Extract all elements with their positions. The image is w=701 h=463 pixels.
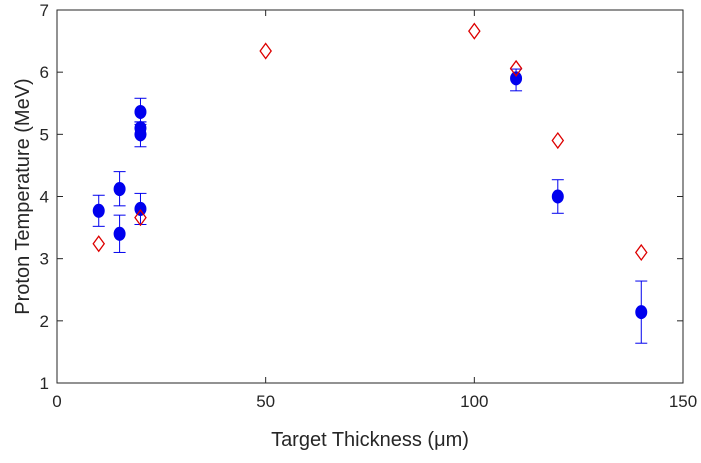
data-point-diamond [551,131,565,150]
x-tick-label: 100 [460,392,488,411]
y-tick-label: 2 [40,312,49,331]
x-tick-label: 150 [669,392,697,411]
data-markers [92,22,648,320]
data-point-circle [551,189,564,204]
plot-frame [56,9,684,384]
error-bars [92,68,648,344]
data-point-diamond [509,59,523,78]
y-tick-label: 7 [40,1,49,20]
y-tick-label: 5 [40,125,49,144]
data-point-diamond [634,243,648,262]
data-point-circle [510,71,523,86]
data-point-diamond [134,209,147,227]
y-tick-label: 6 [40,63,49,82]
data-point-circle [113,226,126,241]
x-tick-label: 50 [256,392,275,411]
data-point-circle [92,203,105,218]
data-point-diamond [92,235,106,253]
data-point-circle [134,127,147,142]
x-axis-label: Target Thickness (μm) [271,429,469,451]
data-point-diamond [468,22,481,40]
data-point-circle [635,305,648,320]
data-point-circle [113,182,126,197]
data-point-circle [134,201,147,216]
y-axis-label: Proton Temperature (MeV) [12,78,34,314]
data-point-diamond [259,42,272,60]
x-tick-label: 0 [52,392,61,411]
y-tick-label: 1 [40,374,49,393]
axes: 0 50 100 150 1 2 3 4 5 6 7 [40,1,698,411]
data-point-circle [134,104,147,119]
y-tick-label: 4 [40,188,49,207]
y-tick-label: 3 [40,250,49,269]
